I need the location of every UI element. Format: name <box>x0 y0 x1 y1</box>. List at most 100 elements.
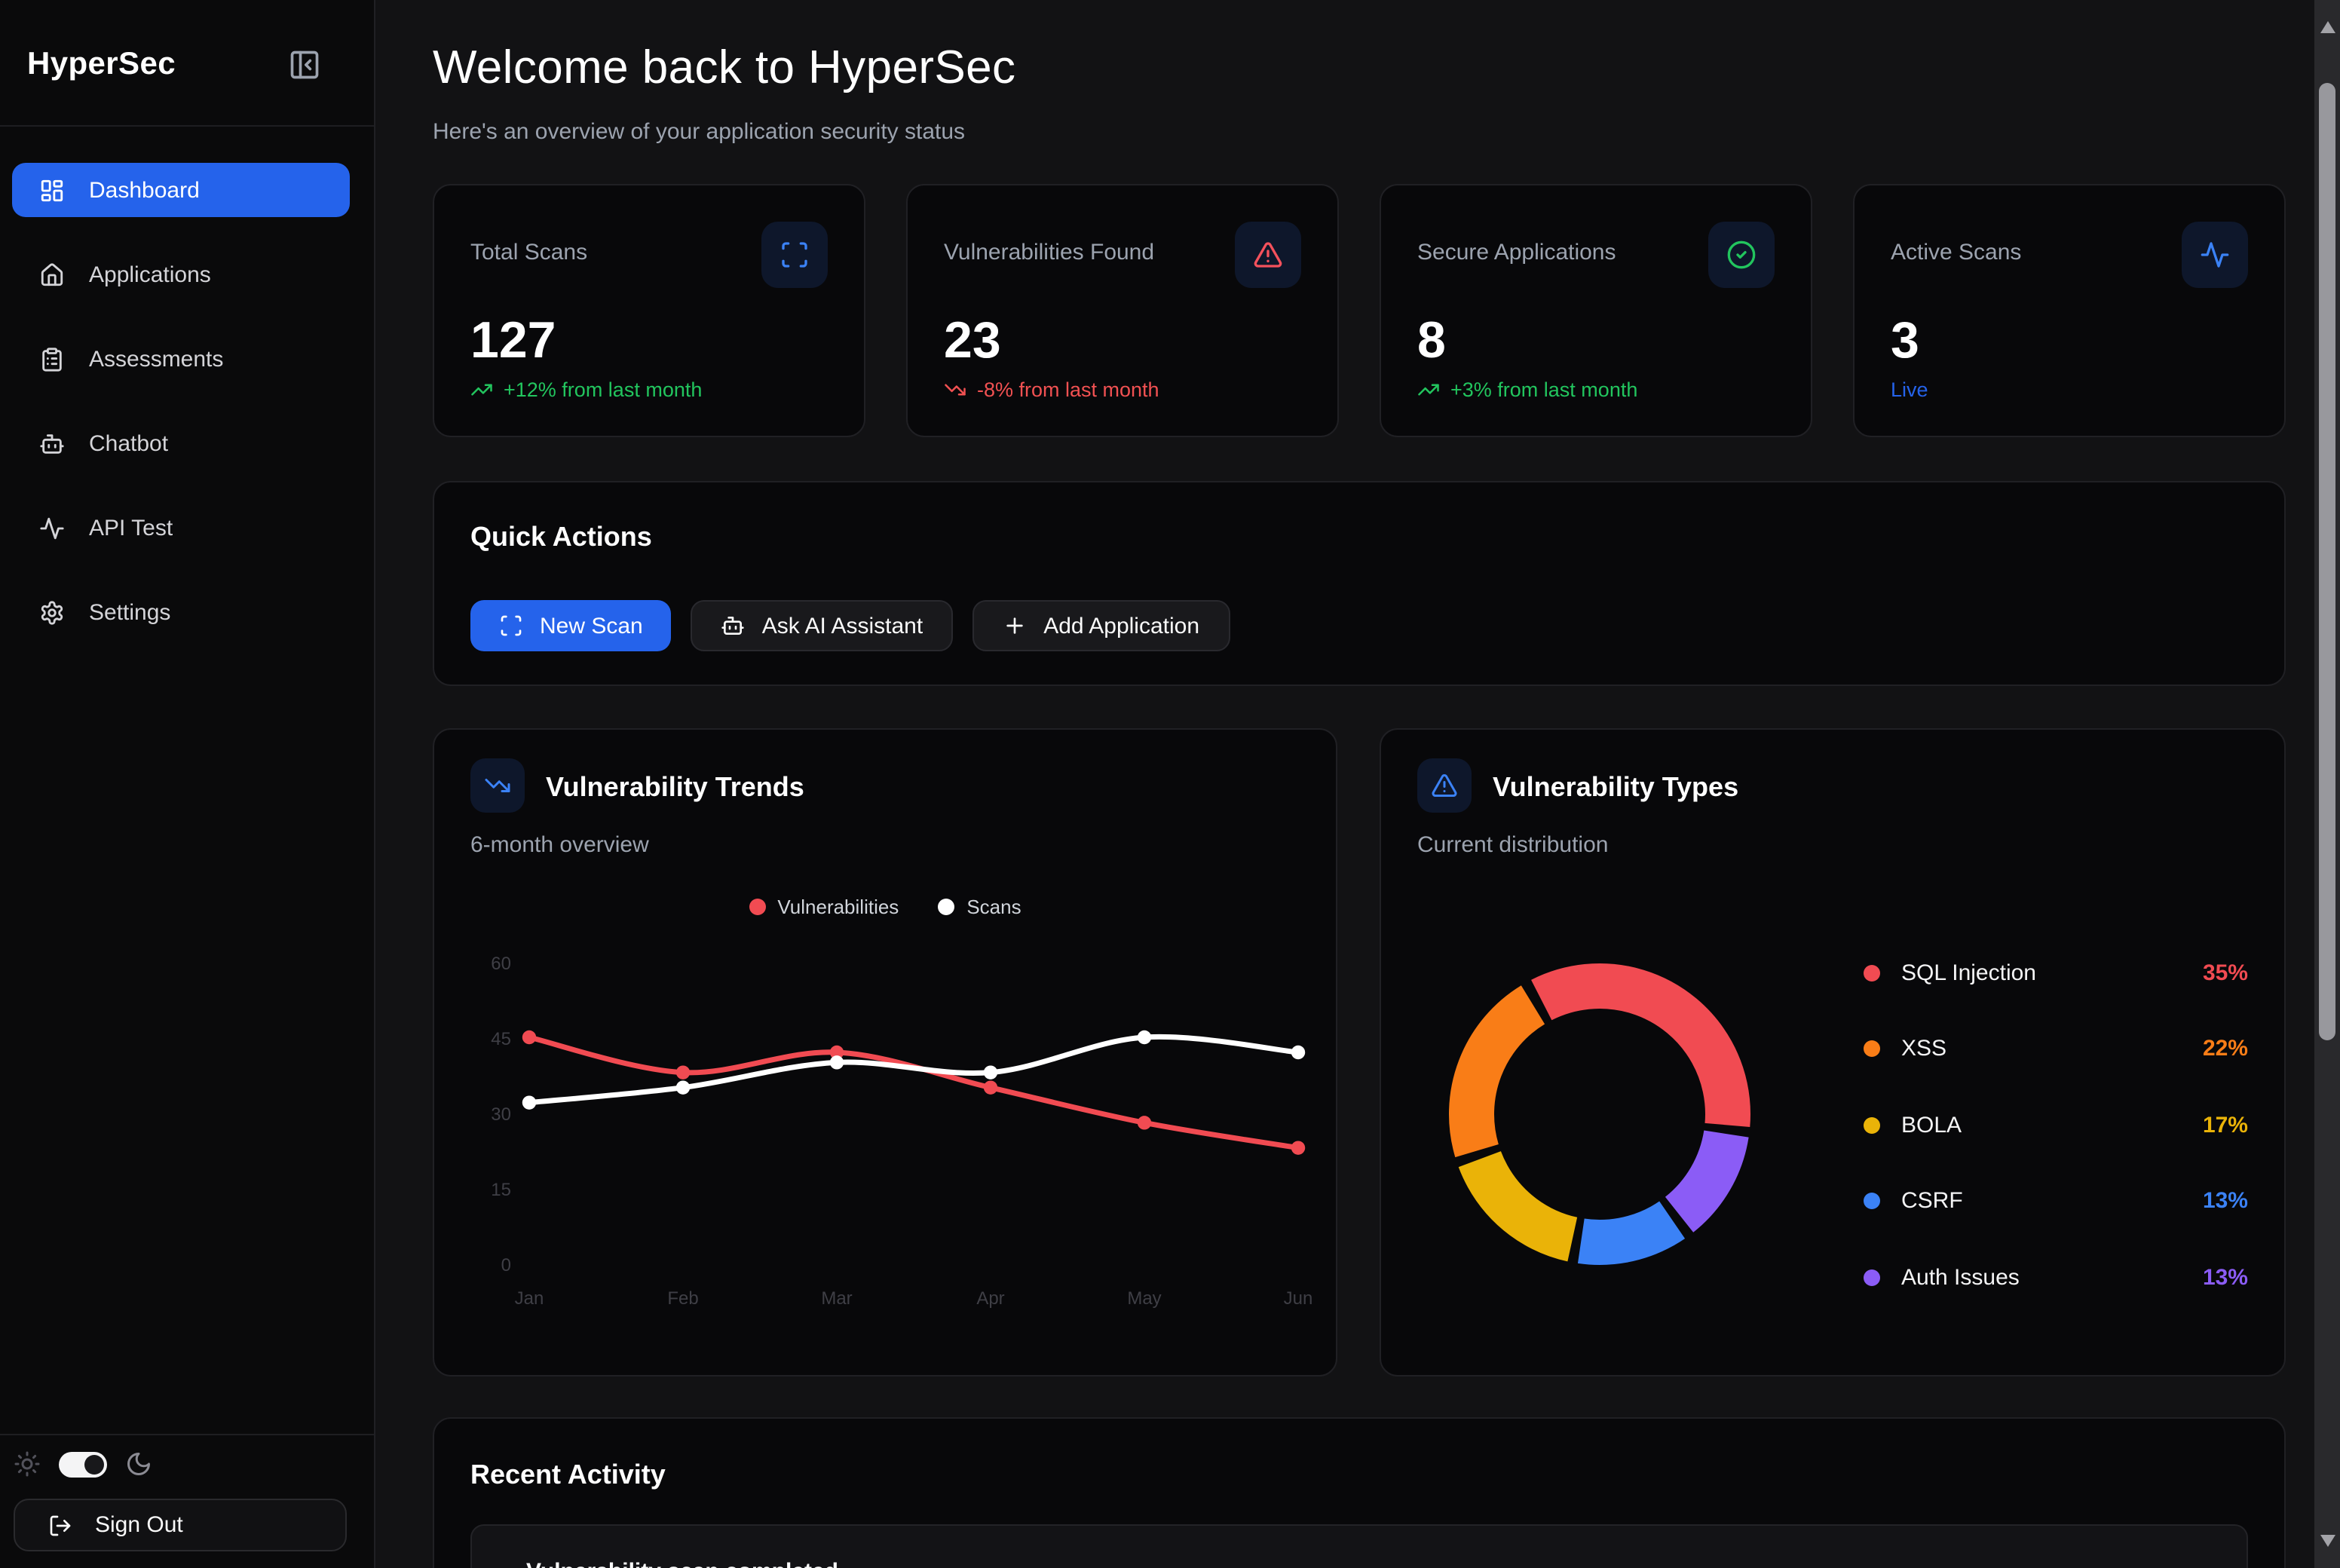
vulnerability-types-card: Vulnerability Types Current distribution… <box>1380 728 2286 1377</box>
check-circle-icon <box>1708 222 1775 288</box>
gear-icon <box>39 599 65 625</box>
main-content: Welcome back to HyperSec Here's an overv… <box>375 0 2314 1568</box>
sun-icon <box>14 1450 41 1478</box>
sidebar-header: HyperSec <box>0 0 374 127</box>
stat-value: 23 <box>944 312 1001 369</box>
log-out-icon <box>48 1513 72 1537</box>
legend-dot <box>1864 1193 1880 1209</box>
panel-left-close-icon <box>288 48 321 81</box>
svg-text:15: 15 <box>491 1180 511 1200</box>
clipboard-list-icon <box>39 346 65 372</box>
svg-text:45: 45 <box>491 1029 511 1049</box>
stat-value: 8 <box>1417 312 1446 369</box>
plus-icon <box>1003 614 1043 638</box>
chart-title: Vulnerability Types <box>1493 772 1739 802</box>
svg-text:Feb: Feb <box>667 1288 698 1309</box>
activity-list-item[interactable]: Vulnerability scan completed <box>470 1524 2248 1568</box>
sidebar-item-assessments[interactable]: Assessments <box>12 332 350 386</box>
stat-trend: +3% from last month <box>1417 378 1637 401</box>
stat-card-secure-applications: Secure Applications 8 +3% from last mont… <box>1380 184 1812 437</box>
sidebar-nav: Dashboard Applications Assessments Chatb… <box>0 127 374 639</box>
sidebar: HyperSec Dashboard Applications Assessme… <box>0 0 375 1568</box>
legend-dot <box>1864 1269 1880 1285</box>
line-chart-legend: Vulnerabilities Scans <box>434 896 1336 918</box>
sidebar-item-label: Dashboard <box>89 177 200 203</box>
dashboard-icon <box>39 177 65 203</box>
activity-text: Vulnerability scan completed <box>526 1559 838 1568</box>
svg-text:Mar: Mar <box>821 1288 852 1309</box>
vertical-scrollbar[interactable] <box>2314 0 2340 1568</box>
scrollbar-thumb[interactable] <box>2319 83 2335 1040</box>
theme-toggle[interactable] <box>59 1451 107 1477</box>
sidebar-footer: Sign Out <box>0 1434 374 1568</box>
bot-icon <box>721 614 762 638</box>
quick-actions-buttons: New Scan Ask AI Assistant Add Applicatio… <box>470 600 1230 651</box>
legend-item-csrf: CSRF 13% <box>1864 1186 2248 1216</box>
sidebar-item-api-test[interactable]: API Test <box>12 501 350 555</box>
quick-actions-title: Quick Actions <box>470 522 652 552</box>
scroll-up-arrow-icon[interactable] <box>2320 21 2335 33</box>
legend-item-sql-injection: SQL Injection 35% <box>1864 957 2248 988</box>
svg-text:Jan: Jan <box>515 1288 544 1309</box>
sidebar-item-applications[interactable]: Applications <box>12 247 350 302</box>
theme-switcher <box>14 1450 152 1478</box>
alert-triangle-icon <box>1417 758 1472 813</box>
scan-icon <box>761 222 828 288</box>
legend-dot <box>1864 964 1880 981</box>
donut-chart <box>1449 963 1750 1265</box>
sidebar-item-label: Settings <box>89 599 171 625</box>
add-application-button[interactable]: Add Application <box>972 600 1230 651</box>
sidebar-item-settings[interactable]: Settings <box>12 585 350 639</box>
line-chart: 60 45 30 15 0 Jan Feb Mar Apr May Jun <box>491 954 1313 1309</box>
chart-subtitle: Current distribution <box>1417 832 1609 858</box>
trending-up-icon <box>1417 378 1440 401</box>
stat-label: Vulnerabilities Found <box>944 240 1155 265</box>
donut-legend: SQL Injection 35% XSS 22% BOLA 17% CSRF … <box>1864 957 2248 1292</box>
legend-item-vulnerabilities: Vulnerabilities <box>749 896 899 918</box>
chart-title: Vulnerability Trends <box>546 772 804 802</box>
legend-item-bola: BOLA 17% <box>1864 1110 2248 1140</box>
stat-trend: +12% from last month <box>470 378 702 401</box>
legend-dot <box>938 899 955 915</box>
stat-label: Active Scans <box>1891 240 2022 265</box>
chart-subtitle: 6-month overview <box>470 832 649 858</box>
stat-value: 127 <box>470 312 556 369</box>
stat-trend: -8% from last month <box>944 378 1159 401</box>
alert-triangle-icon <box>1235 222 1301 288</box>
activity-icon <box>39 515 65 541</box>
sidebar-item-label: Applications <box>89 262 211 287</box>
legend-dot <box>1864 1040 1880 1057</box>
sidebar-item-dashboard[interactable]: Dashboard <box>12 163 350 217</box>
svg-text:Jun: Jun <box>1284 1288 1313 1309</box>
svg-text:0: 0 <box>501 1255 511 1276</box>
stat-card-active-scans: Active Scans 3 Live <box>1853 184 2286 437</box>
svg-text:May: May <box>1127 1288 1161 1309</box>
legend-dot <box>749 899 766 915</box>
stat-value: 3 <box>1891 312 1919 369</box>
sidebar-item-chatbot[interactable]: Chatbot <box>12 416 350 470</box>
new-scan-button[interactable]: New Scan <box>470 600 672 651</box>
ask-ai-assistant-button[interactable]: Ask AI Assistant <box>691 600 954 651</box>
legend-item-scans: Scans <box>938 896 1021 918</box>
stat-card-total-scans: Total Scans 127 +12% from last month <box>433 184 865 437</box>
moon-icon <box>125 1450 152 1478</box>
sidebar-collapse-button[interactable] <box>288 48 321 81</box>
scroll-down-arrow-icon[interactable] <box>2320 1535 2335 1547</box>
sign-out-button[interactable]: Sign Out <box>14 1499 347 1551</box>
stat-card-vulnerabilities-found: Vulnerabilities Found 23 -8% from last m… <box>906 184 1339 437</box>
page-subtitle: Here's an overview of your application s… <box>433 119 966 145</box>
sidebar-item-label: Assessments <box>89 346 224 372</box>
sign-out-label: Sign Out <box>95 1512 183 1538</box>
stat-label: Total Scans <box>470 240 588 265</box>
stat-label: Secure Applications <box>1417 240 1616 265</box>
bot-icon <box>39 430 65 456</box>
legend-dot <box>1864 1116 1880 1133</box>
legend-item-auth-issues: Auth Issues 13% <box>1864 1262 2248 1292</box>
trending-down-icon <box>944 378 966 401</box>
recent-activity-title: Recent Activity <box>470 1459 666 1490</box>
recent-activity-card: Recent Activity Vulnerability scan compl… <box>433 1417 2286 1568</box>
stat-cards-row: Total Scans 127 +12% from last month Vul… <box>433 184 2286 437</box>
legend-item-xss: XSS 22% <box>1864 1034 2248 1064</box>
trending-up-icon <box>470 378 493 401</box>
svg-text:60: 60 <box>491 954 511 974</box>
